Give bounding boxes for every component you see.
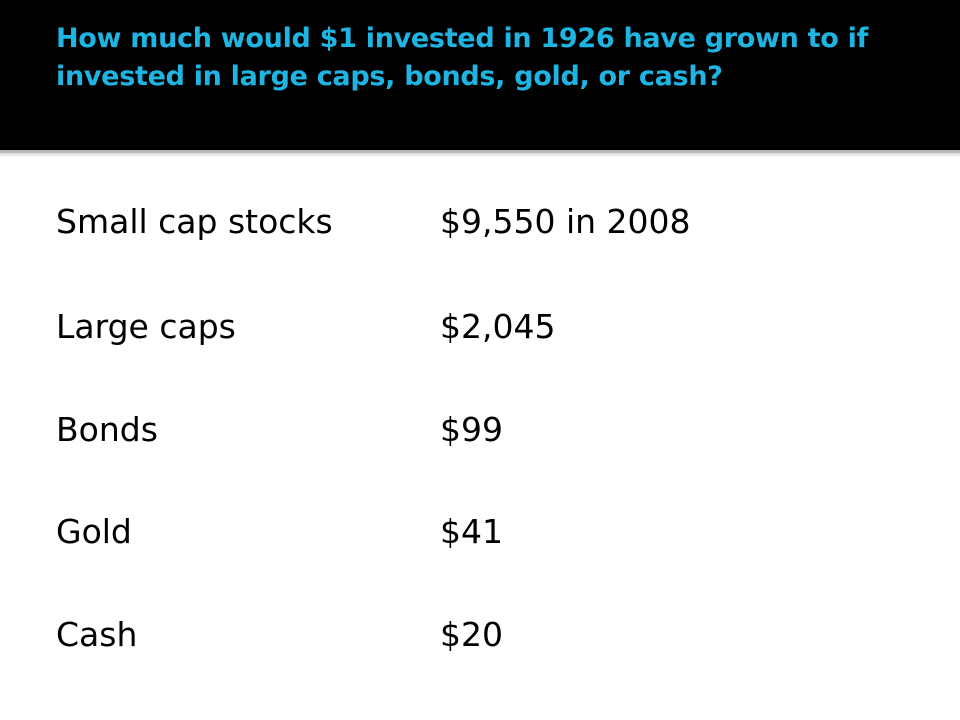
asset-label: Cash <box>56 615 138 654</box>
asset-label: Gold <box>56 512 132 551</box>
list-item-bonds: Bonds $99 <box>0 405 960 455</box>
title-divider-shadow <box>0 153 960 155</box>
list-item-large-caps: Large caps $2,045 <box>0 302 960 352</box>
asset-label: Bonds <box>56 410 158 449</box>
asset-label: Large caps <box>56 307 236 346</box>
asset-value: $20 <box>440 615 503 654</box>
title-divider-shadow-light <box>0 155 960 157</box>
list-item-cash: Cash $20 <box>0 610 960 660</box>
asset-value: $41 <box>440 512 503 551</box>
list-item-small-cap-stocks: Small cap stocks $9,550 in 2008 <box>0 197 960 247</box>
title-divider <box>0 150 960 153</box>
asset-label: Small cap stocks <box>56 202 333 241</box>
list-item-gold: Gold $41 <box>0 507 960 557</box>
asset-value: $2,045 <box>440 307 556 346</box>
slide-title: How much would $1 invested in 1926 have … <box>56 23 869 92</box>
title-bar: How much would $1 invested in 1926 have … <box>0 0 960 150</box>
asset-value: $99 <box>440 410 503 449</box>
asset-value: $9,550 in 2008 <box>440 202 691 241</box>
